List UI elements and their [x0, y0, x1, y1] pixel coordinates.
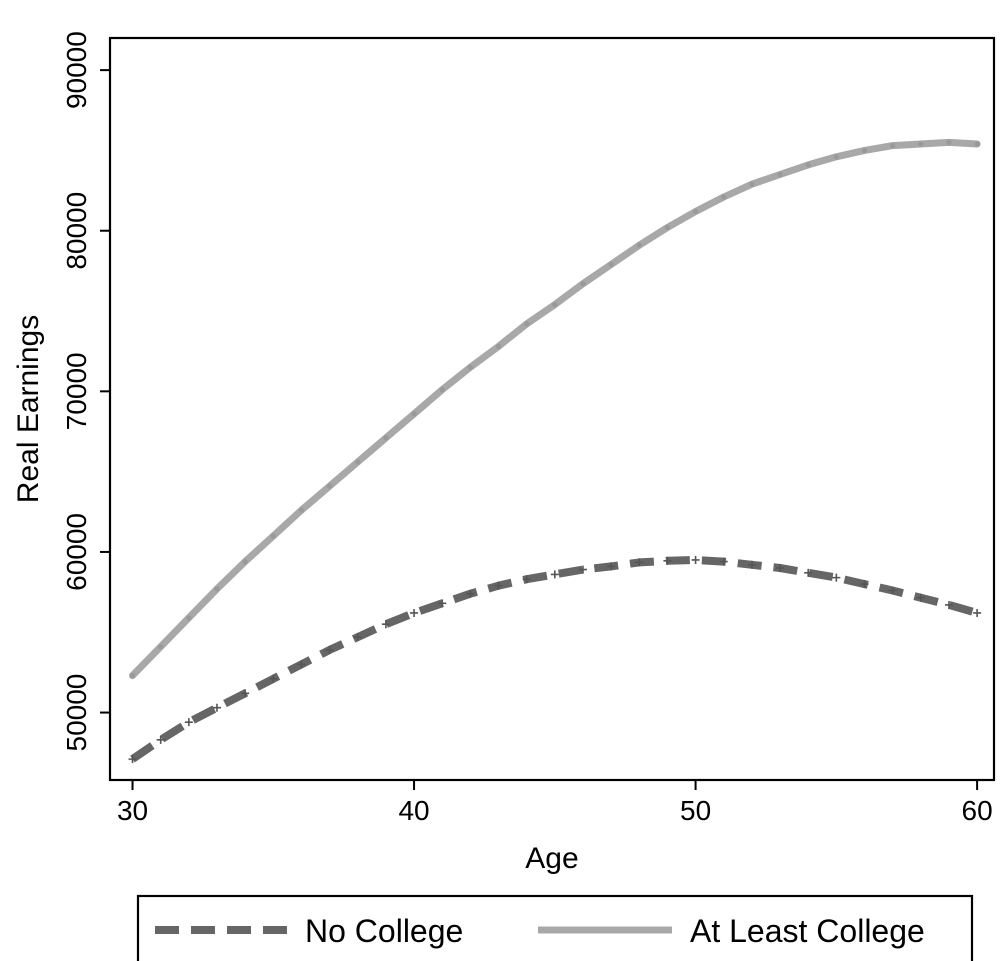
data-point: [861, 147, 868, 154]
data-point: [691, 555, 700, 564]
data-point: [129, 673, 136, 679]
data-point: [355, 459, 361, 465]
data-point: [607, 562, 616, 571]
data-point: [888, 586, 897, 595]
data-point: [242, 558, 248, 565]
data-point: [747, 560, 756, 569]
data-point: [495, 343, 502, 349]
data-point: [269, 674, 278, 683]
data-point: [974, 141, 980, 147]
y-tick-label: 80000: [61, 192, 92, 270]
data-point: [944, 600, 953, 609]
data-point: [580, 281, 586, 287]
data-point: [494, 581, 503, 590]
data-point: [439, 387, 445, 393]
data-point: [214, 586, 220, 592]
data-point: [325, 645, 334, 654]
x-axis-title: Age: [525, 842, 578, 875]
data-point: [411, 411, 417, 417]
y-tick-label: 70000: [61, 352, 92, 430]
data-point: [158, 644, 164, 650]
legend-label-at-least-college: At Least College: [690, 913, 925, 949]
data-point: [326, 483, 333, 489]
data-point: [692, 208, 699, 215]
plot-frame: [108, 36, 996, 782]
data-point: [664, 224, 671, 231]
data-point: [805, 162, 811, 168]
data-point: [635, 558, 644, 567]
data-point: [212, 703, 221, 712]
data-point: [578, 565, 587, 574]
data-point: [522, 575, 531, 584]
data-point: [832, 573, 841, 582]
data-point: [241, 689, 250, 698]
data-point: [749, 181, 755, 187]
y-tick-label: 90000: [61, 31, 92, 109]
x-tick-label: 30: [117, 795, 148, 826]
data-point: [721, 194, 727, 200]
data-point: [550, 570, 559, 579]
data-point: [383, 435, 389, 441]
data-point: [719, 557, 728, 566]
y-tick-label: 50000: [61, 674, 92, 752]
y-tick-label: 60000: [61, 513, 92, 591]
y-axis-title: Real Earnings: [12, 315, 45, 503]
data-point: [777, 171, 783, 178]
series-line-0: [130, 556, 979, 763]
data-point: [270, 533, 276, 539]
legend-box: [136, 894, 974, 961]
data-point: [353, 633, 362, 642]
data-point: [128, 755, 137, 764]
data-point: [776, 564, 785, 572]
data-point: [186, 615, 192, 621]
data-point: [973, 608, 982, 617]
data-point: [916, 593, 925, 602]
data-point: [804, 568, 813, 577]
axes: 30 40 50 60 50000 60000 70000 80000 90000: [61, 31, 993, 826]
data-point: [833, 154, 839, 160]
data-point: [552, 302, 558, 308]
data-point: [297, 660, 306, 669]
data-point: [156, 735, 165, 744]
data-point: [663, 556, 672, 565]
data-point: [918, 141, 924, 147]
data-point: [467, 364, 473, 370]
x-tick-label: 60: [962, 795, 993, 826]
data-point: [298, 507, 305, 513]
series-layer: [128, 138, 982, 764]
data-point: [890, 143, 896, 149]
data-point: [860, 580, 869, 589]
data-point: [466, 589, 475, 598]
data-point: [381, 620, 390, 629]
x-tick-label: 40: [398, 795, 429, 826]
data-point: [438, 599, 447, 608]
data-point: [524, 321, 530, 327]
legend-label-no-college: No College: [305, 913, 463, 949]
data-point: [410, 608, 419, 617]
x-tick-label: 50: [680, 795, 711, 826]
data-point: [946, 139, 952, 145]
series-line-1: [129, 138, 981, 680]
legend: No College At Least College: [136, 894, 974, 961]
data-point: [636, 242, 642, 248]
data-point: [184, 718, 193, 727]
data-point: [608, 261, 614, 268]
